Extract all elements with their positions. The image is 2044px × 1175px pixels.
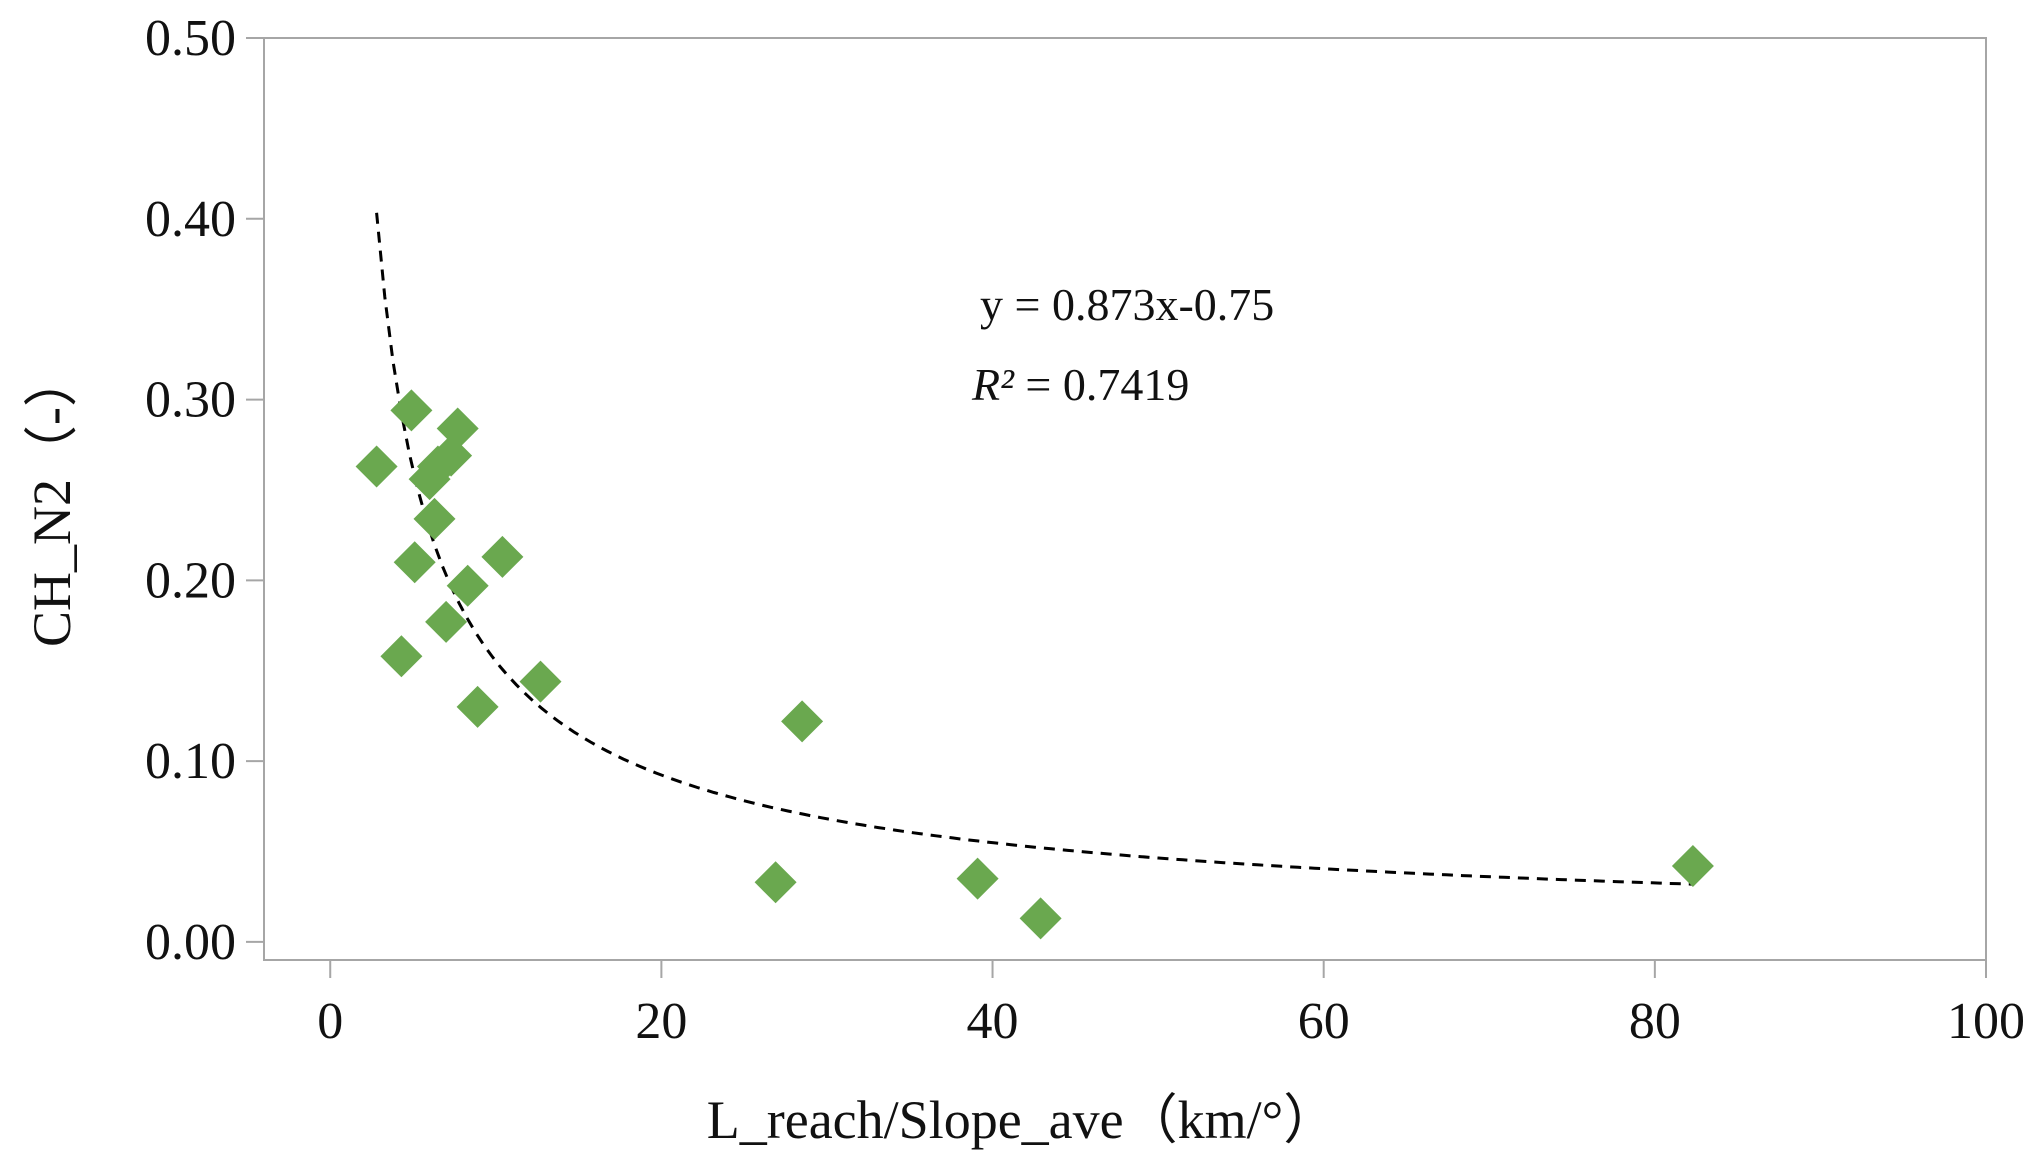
- plot-area: [263, 37, 1987, 961]
- data-point: [1671, 845, 1714, 887]
- y-tick-label: 0.30: [145, 372, 236, 429]
- data-point: [446, 564, 489, 607]
- x-axis: 0 20 40 60 80 100: [317, 960, 2025, 1050]
- data-point: [1019, 897, 1062, 940]
- data-point: [355, 445, 398, 488]
- data-point: [413, 497, 456, 540]
- x-tick-label: 40: [967, 993, 1019, 1050]
- x-tick-label: 20: [635, 993, 687, 1050]
- data-point: [456, 685, 499, 728]
- data-point: [390, 389, 433, 432]
- equation-label: y = 0.873x-0.75: [980, 279, 1274, 330]
- y-tick-label: 0.40: [145, 191, 236, 248]
- data-point: [408, 458, 451, 501]
- y-tick-label: 0.00: [145, 914, 236, 971]
- y-axis: 0.00 0.10 0.20 0.30 0.40 0.50: [145, 10, 264, 971]
- data-point: [754, 861, 797, 904]
- y-axis-title: CH_N2（-）: [22, 353, 82, 647]
- r-squared-symbol: R²: [971, 359, 1015, 410]
- x-tick-label: 100: [1947, 993, 2025, 1050]
- x-tick-label: 60: [1298, 993, 1350, 1050]
- data-point: [393, 541, 436, 584]
- data-point: [781, 700, 824, 743]
- data-points: [355, 389, 1714, 940]
- trendline: [375, 212, 1693, 886]
- data-point: [425, 600, 468, 643]
- data-point: [956, 857, 999, 900]
- r-squared-label: R² = 0.7419: [971, 359, 1189, 410]
- data-point: [481, 535, 524, 578]
- y-tick-label: 0.10: [145, 733, 236, 790]
- data-point: [519, 660, 562, 703]
- y-tick-label: 0.20: [145, 552, 236, 609]
- x-axis-title: L_reach/Slope_ave（km/°）: [707, 1090, 1337, 1150]
- data-point: [380, 635, 423, 678]
- r-squared-value: = 0.7419: [1014, 359, 1189, 410]
- y-tick-label: 0.50: [145, 10, 236, 67]
- x-tick-label: 0: [317, 993, 343, 1050]
- x-tick-label: 80: [1629, 993, 1681, 1050]
